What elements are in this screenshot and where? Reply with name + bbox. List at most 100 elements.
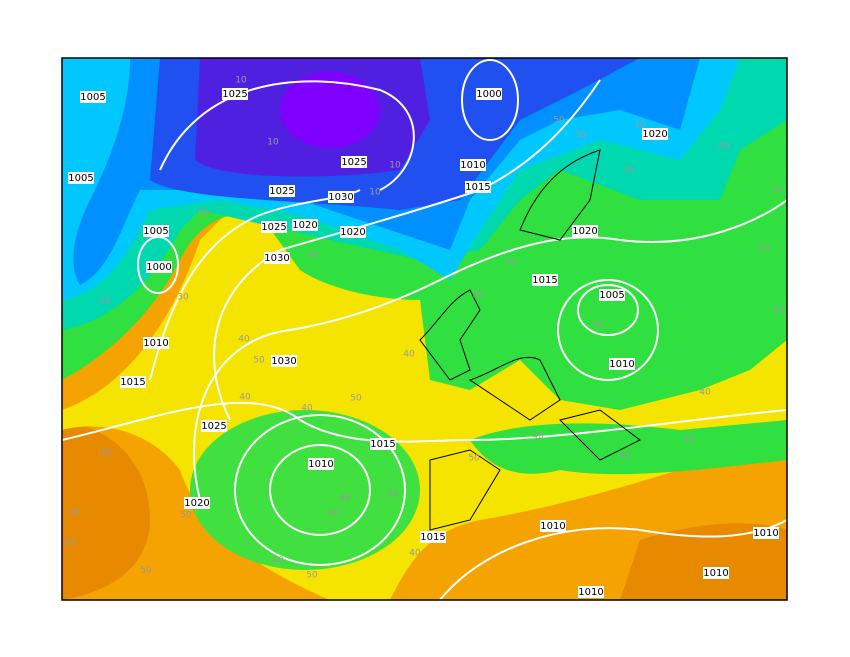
map-frame: [61, 57, 788, 601]
thickness-label: 50: [468, 454, 480, 464]
thickness-label: 40: [505, 258, 517, 268]
isobar: [193, 199, 787, 501]
isobar-label: 1010: [753, 528, 778, 539]
isobar-label-box: [642, 128, 668, 140]
isobar-label: 1030: [271, 356, 296, 367]
isobar-label-box: [120, 376, 146, 388]
thickness-label: 50: [140, 566, 152, 576]
thickness-label: 40: [239, 393, 251, 403]
isobar-label: 1015: [120, 377, 145, 388]
isobar-label-box: [146, 261, 172, 273]
isobar-label-box: [222, 88, 248, 100]
fields: [62, 58, 787, 600]
thickness-label: 50: [306, 571, 318, 581]
isobar-label-box: [271, 355, 297, 367]
field-purple: [280, 72, 380, 148]
thickness-label: 20: [634, 121, 646, 131]
isobar-label: 1020: [340, 227, 365, 238]
thickness-label: 40: [272, 556, 284, 566]
thickness-label: 50: [758, 245, 770, 255]
isobar-label: 1005: [143, 226, 168, 237]
isobar-label-box: [703, 567, 729, 579]
thickness-label: 10: [235, 76, 247, 86]
thickness-label: 10: [267, 138, 279, 148]
isobar-label: 1010: [609, 359, 634, 370]
isobar-label-box: [269, 185, 295, 197]
thickness-label: 20: [197, 209, 209, 219]
isobar-label-box: [143, 337, 169, 349]
isobar-label: 1015: [532, 275, 557, 286]
isobar-label-box: [184, 497, 210, 509]
isobar-label: 1010: [578, 587, 603, 598]
thickness-label: 10: [389, 161, 401, 171]
thickness-label: 30: [575, 131, 587, 141]
isobar-label-box: [308, 458, 334, 470]
isobar-label: 1025: [222, 89, 247, 100]
isobar: [269, 444, 371, 536]
isobar-label-box: [540, 520, 566, 532]
isobar-label-box: [532, 274, 558, 286]
isobar-label: 1020: [292, 220, 317, 231]
thickness-label: 20: [99, 297, 111, 307]
field-green: [190, 410, 420, 570]
isobar: [213, 79, 601, 421]
isobar-label-box: [609, 358, 635, 370]
isobar-label-box: [420, 531, 446, 543]
isobar-label: 1015: [465, 182, 490, 193]
thickness-label: 50: [350, 394, 362, 404]
thickness-label: 40: [619, 452, 631, 462]
isobar-label-box: [292, 219, 318, 231]
isobar-label: 1005: [599, 290, 624, 301]
thickness-label: 40: [532, 432, 544, 442]
isobar-label: 1020: [184, 498, 209, 509]
isobar-label: 1015: [370, 439, 395, 450]
isobar-label: 1005: [80, 92, 105, 103]
isobar-label: 1025: [201, 421, 226, 432]
thickness-label: 40: [409, 549, 421, 559]
thickness-label: 40: [683, 435, 695, 445]
isobar-label: 1030: [264, 253, 289, 264]
isobar: [557, 279, 659, 381]
isobar-label: 1030: [328, 192, 353, 203]
isobar-label-box: [261, 221, 287, 233]
thickness-label: 40: [307, 251, 319, 261]
thickness-label: 40: [339, 494, 351, 504]
thickness-label: 40: [699, 388, 711, 398]
thickness-label: 50: [553, 116, 565, 126]
isobar-label: 1010: [460, 160, 485, 171]
isobar-label: 1000: [146, 262, 171, 273]
thickness-label: 50: [253, 356, 265, 366]
isobar-label: 1015: [420, 532, 445, 543]
isobar-label-box: [264, 252, 290, 264]
isobar-label-box: [80, 91, 106, 103]
isobar-labels: 1005 102510051025103010251020102510301020…: [68, 88, 779, 598]
isobar: [577, 284, 639, 336]
isobar-label: 1005: [68, 173, 93, 184]
thickness-label: 40: [69, 508, 81, 518]
isobar-label-box: [340, 226, 366, 238]
isobar-label: 1025: [269, 186, 294, 197]
isobar-label-box: [68, 172, 94, 184]
coastline: [419, 149, 641, 531]
thickness-label: 10: [369, 188, 381, 198]
isobar-label-box: [370, 438, 396, 450]
isobar-label-box: [143, 225, 169, 237]
thickness-label: 30: [592, 321, 604, 331]
isobar-label: 1010: [308, 459, 333, 470]
thickness-label: 50: [180, 511, 192, 521]
thickness-label: 30: [623, 166, 635, 176]
isobar-label: 1010: [540, 521, 565, 532]
thickness-label: 50: [773, 306, 785, 316]
thickness-label: 40: [403, 350, 415, 360]
isobar-label-box: [599, 289, 625, 301]
isobar: [234, 414, 406, 566]
isobar: [461, 59, 519, 141]
thickness-label: 50: [64, 539, 76, 549]
isobar: [439, 519, 787, 600]
isobar-label-box: [341, 156, 367, 168]
field-hot: [62, 420, 787, 600]
isobar-label-box: [476, 88, 502, 100]
